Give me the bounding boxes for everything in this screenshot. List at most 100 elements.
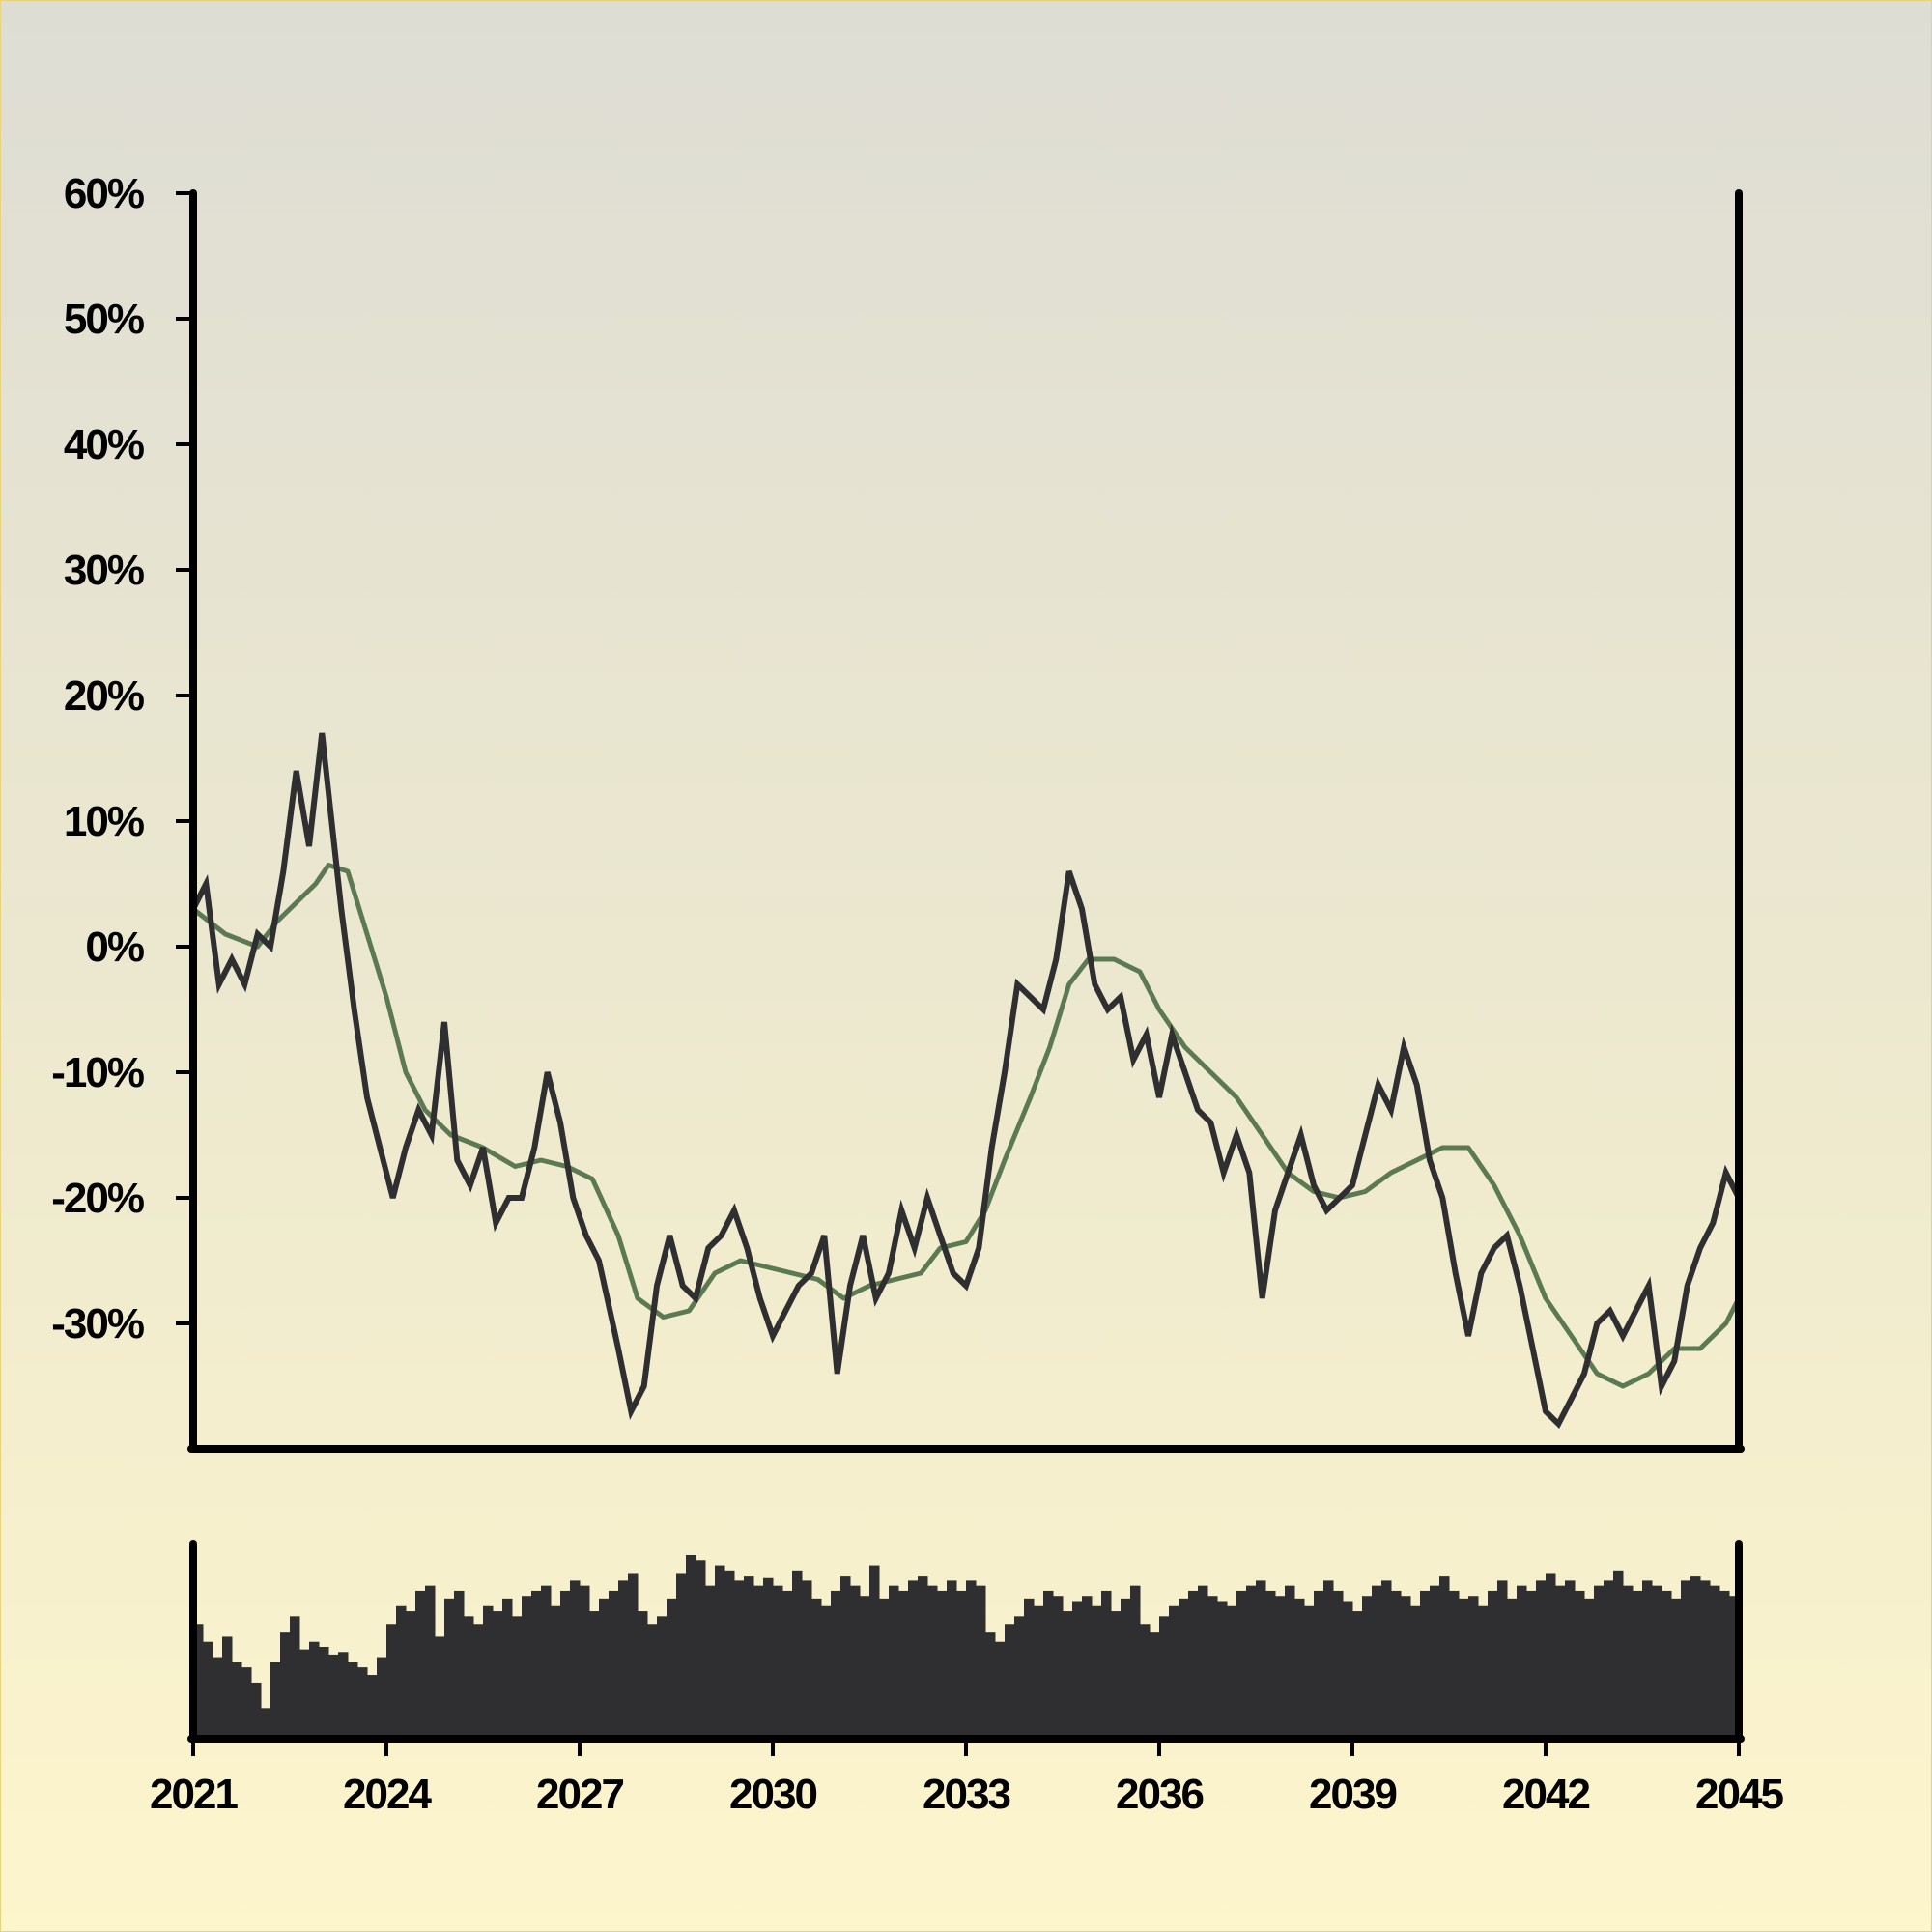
volume-bar [1005,1624,1015,1739]
volume-bar [560,1590,571,1739]
volume-bar [1043,1590,1054,1739]
volume-bar [1459,1598,1469,1739]
volume-bar [242,1667,252,1739]
volume-bar [1082,1596,1093,1739]
x-axis-ticks: 2021 2024 2027 2030 2033 2036 2039 2042 2045 [150,1739,1785,1818]
volume-bar [541,1585,552,1739]
volume-bar [396,1605,407,1739]
volume-bar [1468,1596,1479,1739]
volume-bar [1188,1590,1199,1739]
volume-bar [1256,1580,1266,1739]
volume-bar [724,1570,735,1739]
volume-bar [1584,1598,1595,1739]
volume-bar [647,1624,658,1739]
volume-bar [425,1585,436,1739]
volume-bar [947,1580,957,1739]
volume-bar [1372,1585,1382,1739]
volume-bar [531,1590,542,1739]
volume-bar [1594,1585,1605,1739]
volume-bar [1439,1576,1450,1739]
volume-bar [1130,1585,1141,1739]
volume-bar [976,1585,986,1739]
volume-bar [792,1570,803,1739]
y-tick-label: 10% [64,798,144,845]
volume-bar [676,1573,687,1739]
volume-bar [753,1585,764,1739]
volume-bar [918,1576,928,1739]
volume-bar [927,1585,938,1739]
volume-bar [715,1565,725,1739]
volume-bar [1652,1585,1662,1739]
volume-bar [638,1611,648,1739]
volume-bar [338,1652,349,1739]
volume-bar [1642,1580,1653,1739]
volume-bar [1565,1580,1576,1739]
volume-bar [1729,1596,1740,1739]
volume-bar [1662,1590,1672,1739]
volume-bar [937,1590,948,1739]
volume-bar [744,1576,754,1739]
volume-bar [1198,1585,1208,1739]
volume-bar [1024,1598,1035,1739]
volume-bar [261,1708,271,1739]
volume-bar [1497,1580,1508,1739]
volume-bar [1140,1624,1151,1739]
volume-bar [309,1641,320,1739]
volume-bar [1169,1605,1179,1739]
volume-bar [966,1580,977,1739]
volume-bar [203,1641,213,1739]
y-tick-label: 60% [64,170,144,217]
x-tick-label: 2036 [1116,1771,1203,1818]
volume-bar [618,1580,629,1739]
volume-bar [898,1590,909,1739]
volume-bar [850,1585,861,1739]
volume-bar [270,1662,281,1739]
volume-bar [628,1573,639,1739]
moving-average-line [191,863,1742,1389]
volume-bar [599,1598,610,1739]
volume-panel-axes [187,1540,1745,1743]
volume-bar [580,1585,590,1739]
volume-bar [831,1590,841,1739]
volume-bar [367,1675,378,1739]
volume-bar [357,1667,368,1739]
volume-bar [1323,1580,1334,1739]
volume-bar [1604,1580,1614,1739]
volume-bar [299,1649,310,1739]
volume-bar [193,1624,204,1739]
volume-bar [1700,1580,1711,1739]
volume-bar [213,1657,223,1739]
volume-bar [705,1585,716,1739]
volume-bar [1681,1580,1691,1739]
volume-bar [773,1585,783,1739]
volume-bar [1575,1590,1585,1739]
volume-bar [1633,1590,1643,1739]
volume-bar [1613,1570,1624,1739]
volume-bar [1710,1585,1720,1739]
y-tick-label: -10% [51,1049,144,1096]
volume-bar [512,1616,523,1739]
x-tick-label: 2027 [536,1771,623,1818]
volume-bar [1623,1585,1634,1739]
volume-bar [1401,1596,1411,1739]
volume-bar [1536,1580,1547,1739]
volume-bar [1430,1585,1440,1739]
volume-bar [1063,1611,1073,1739]
volume-bar [763,1577,774,1739]
x-tick-label: 2033 [923,1771,1009,1818]
volume-bar [1314,1590,1324,1739]
y-tick-label: 50% [64,296,144,343]
volume-bar [782,1590,793,1739]
y-axis-ticks: 60% 50% 40% 30% 20% 10% 0% -10% -20% -30% [51,170,193,1348]
volume-bar [686,1555,696,1739]
volume-bar [860,1596,870,1739]
volume-bar [956,1590,967,1739]
x-tick-label: 2042 [1502,1771,1589,1818]
volume-bar [1449,1590,1460,1739]
volume-bar [493,1611,503,1739]
volume-bar [1092,1605,1102,1739]
volume-bar [1111,1611,1122,1739]
volume-bar [502,1598,513,1739]
volume-bar [348,1662,358,1739]
volume-bar [1246,1585,1257,1739]
